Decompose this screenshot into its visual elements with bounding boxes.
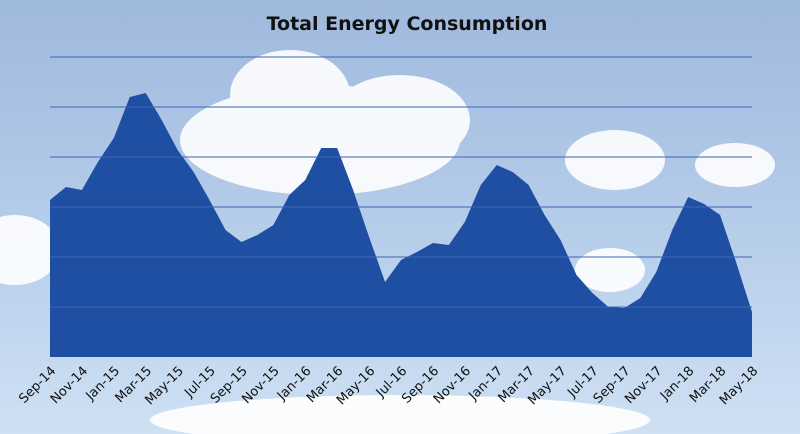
area	[50, 93, 752, 357]
chart-title: Total Energy Consumption	[267, 13, 548, 35]
clouds	[0, 50, 775, 434]
